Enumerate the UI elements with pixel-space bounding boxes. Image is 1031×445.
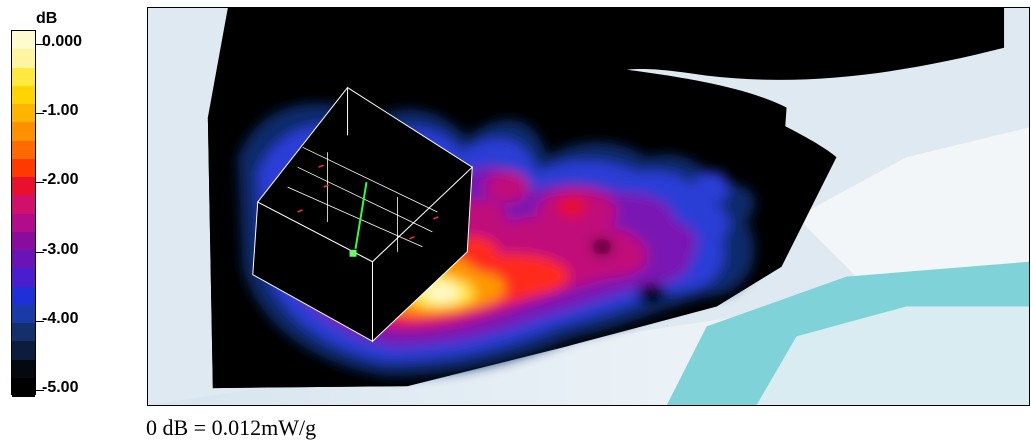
colorbar-swatch	[12, 195, 35, 214]
colorbar-swatch	[12, 304, 35, 324]
colorbar-legend: dB 0.000 -1.00 -2.00 -3.00 -4.00 -5.00	[0, 0, 120, 410]
colorbar-swatch	[12, 359, 35, 379]
colorbar-tick-label: -1.00	[42, 102, 79, 120]
colorbar-swatch	[12, 377, 35, 397]
colorbar-swatch	[12, 104, 35, 123]
colorbar-tick-label: -5.00	[42, 379, 79, 396]
colorbar-swatch	[12, 341, 35, 360]
colorbar-swatch	[12, 250, 35, 269]
colorbar-tick-label: -4.00	[42, 309, 79, 327]
flat-phantom-edge	[756, 306, 1029, 405]
colorbar-tick-label: -2.00	[42, 171, 79, 189]
sar-scan-plot	[147, 7, 1030, 406]
colorbar-tick	[36, 251, 44, 253]
colorbar-swatch	[12, 49, 35, 68]
colorbar-swatch	[12, 85, 35, 105]
colorbar-swatch	[12, 67, 35, 87]
probe-tip	[349, 249, 357, 257]
probe-cube	[252, 86, 474, 343]
colorbar-tick	[36, 44, 44, 45]
colorbar-swatch	[12, 231, 35, 251]
cube-side-face	[371, 165, 473, 343]
colorbar-swatch	[12, 140, 35, 160]
reference-note: 0 dB = 0.012mW/g	[146, 415, 317, 440]
colorbar-swatch	[12, 158, 35, 178]
colorbar-swatch	[12, 268, 35, 287]
colorbar-tick	[36, 390, 44, 391]
colorbar-swatch	[12, 286, 35, 306]
colorbar-swatch	[12, 213, 35, 233]
phantom-right-shell	[796, 127, 1029, 307]
probe-axis	[354, 181, 368, 249]
colorbar-tick-label: 0.000	[42, 33, 83, 50]
colorbar-swatch	[12, 177, 35, 196]
colorbar-tick	[36, 320, 44, 322]
sar-scan-view	[148, 8, 1029, 405]
colorbar-swatch	[12, 31, 35, 50]
colorbar-tick	[36, 113, 44, 115]
colorbar-swatch	[12, 122, 35, 141]
colorbar-tick-label: -3.00	[42, 240, 79, 258]
colorbar-swatch	[12, 323, 35, 342]
colorbar-unit-label: dB	[36, 10, 58, 27]
colorbar	[11, 30, 36, 397]
colorbar-tick	[36, 182, 44, 184]
